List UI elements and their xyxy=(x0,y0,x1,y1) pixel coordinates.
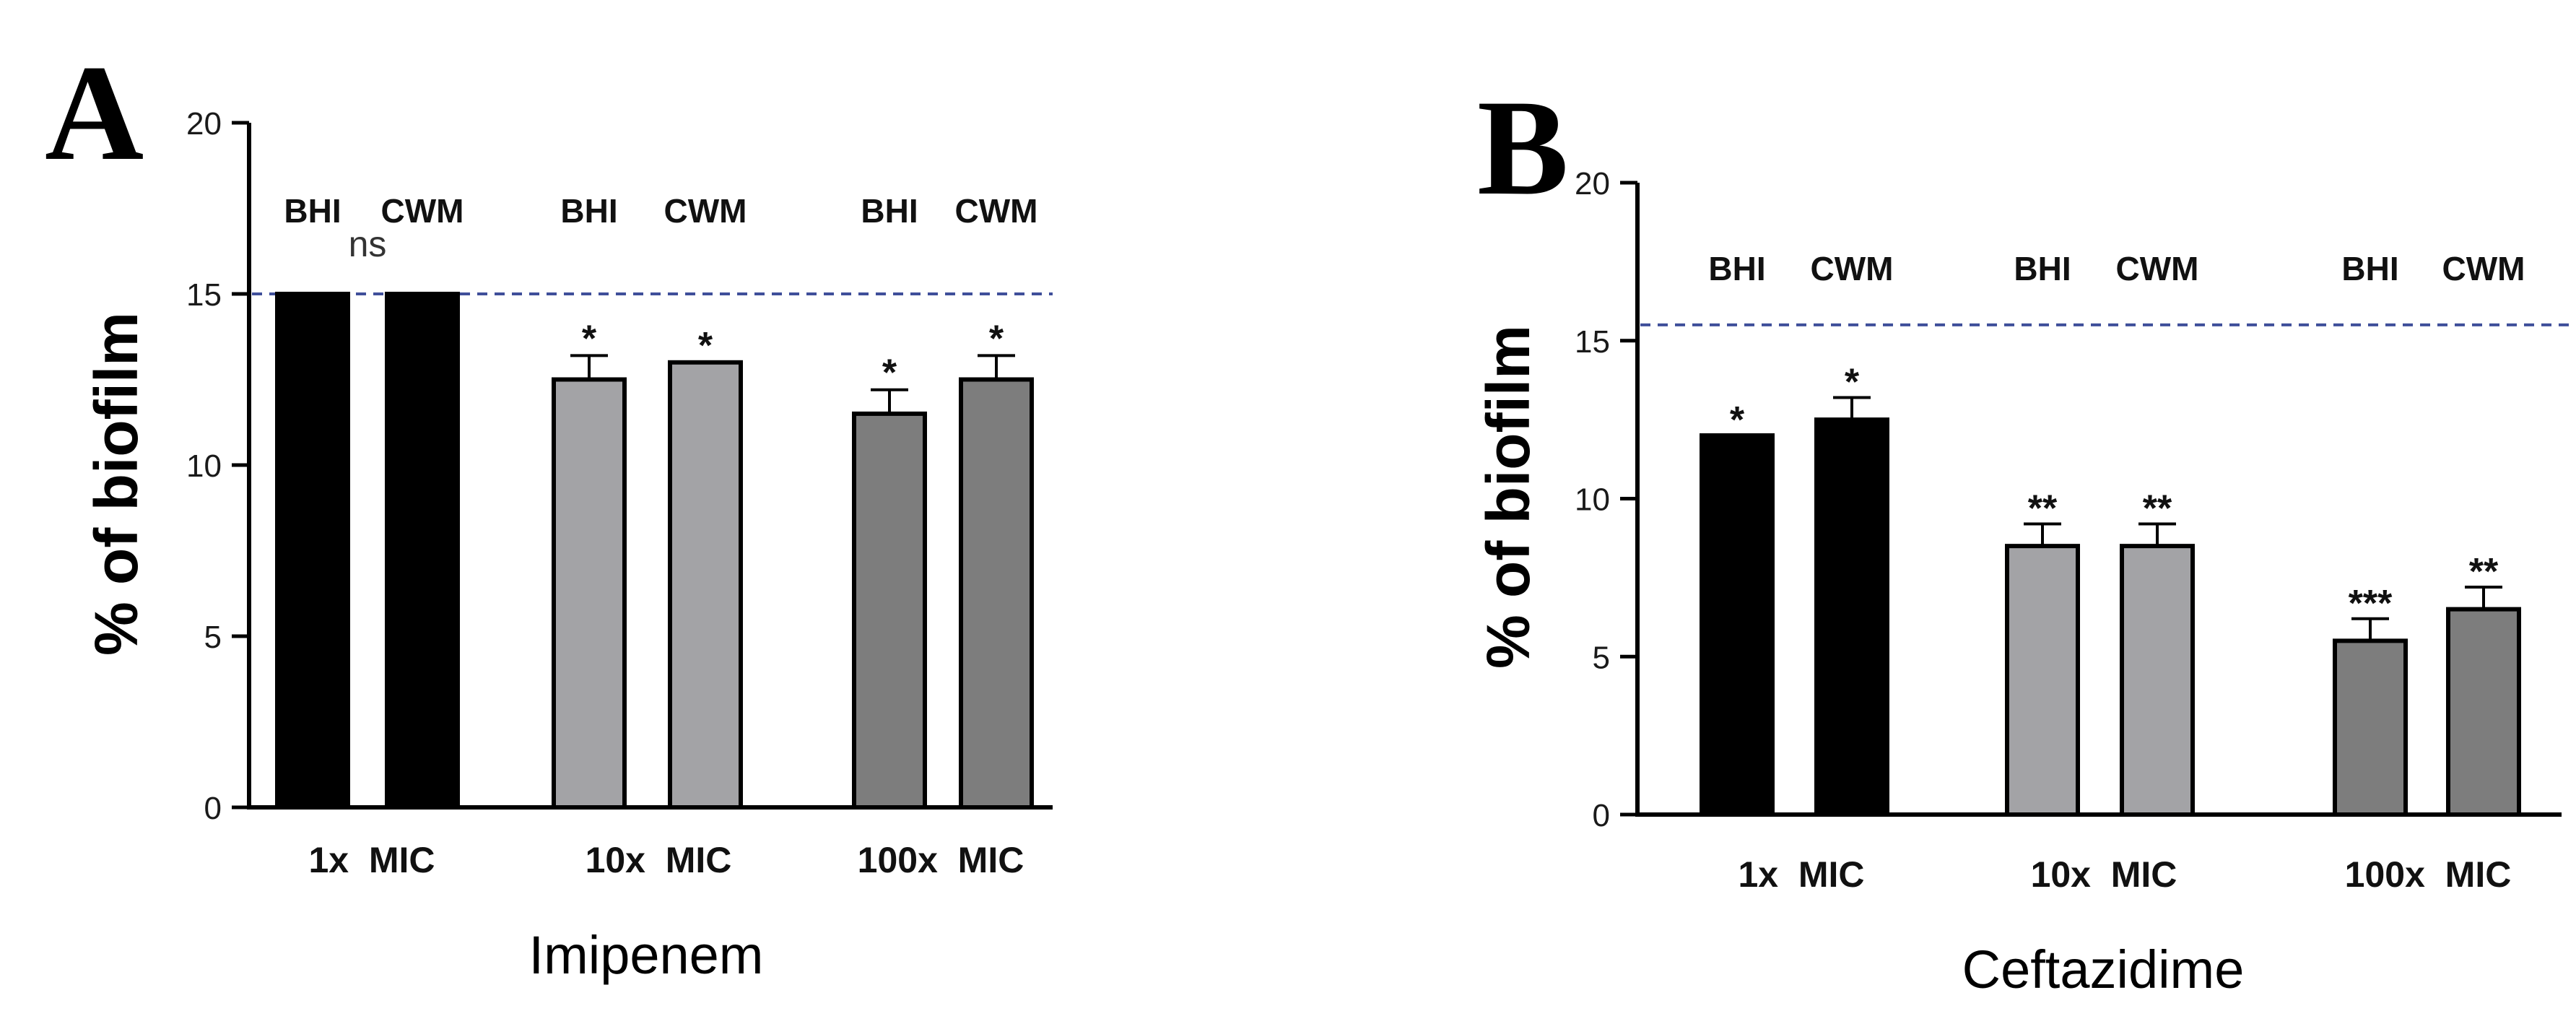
significance-marker: * xyxy=(882,352,897,394)
x-group-label: 10x MIC xyxy=(586,840,732,880)
y-tick-label: 15 xyxy=(186,277,222,313)
condition-label: CWM xyxy=(664,192,747,230)
x-axis-title: Imipenem xyxy=(529,925,764,985)
panel-letter: B xyxy=(1477,72,1569,224)
significance-marker: *** xyxy=(2349,583,2393,625)
x-group-label: 10x MIC xyxy=(2031,854,2177,895)
panel-b: B 0 5 10 15 20 % of biofilm * BHI * CWM 1x MIC ** BHI… xyxy=(1474,72,2574,999)
bar xyxy=(552,377,627,810)
y-tick-label: 5 xyxy=(1593,640,1610,675)
y-tick-label: 20 xyxy=(1575,166,1610,201)
panel-letter: A xyxy=(45,38,144,189)
y-tick-label: 5 xyxy=(204,620,222,655)
significance-marker: * xyxy=(1845,362,1860,404)
condition-label: BHI xyxy=(560,192,617,230)
bar xyxy=(2333,638,2408,817)
condition-label: BHI xyxy=(861,192,918,230)
y-tick-label: 15 xyxy=(1575,324,1610,360)
condition-label: CWM xyxy=(1811,250,1894,287)
significance-marker: ** xyxy=(2469,551,2499,593)
bar xyxy=(668,360,743,810)
bar xyxy=(385,292,460,810)
x-group-label: 100x MIC xyxy=(2345,854,2512,895)
y-tick-label: 20 xyxy=(186,106,222,142)
significance-marker: * xyxy=(582,318,597,360)
x-group-label: 1x MIC xyxy=(308,840,435,880)
x-group-label: 1x MIC xyxy=(1738,854,1864,895)
significance-marker: ** xyxy=(2143,488,2172,530)
x-group-label: 100x MIC xyxy=(858,840,1024,880)
bar xyxy=(2446,607,2521,817)
condition-label: CWM xyxy=(955,192,1038,230)
condition-label: BHI xyxy=(2014,250,2071,287)
bar xyxy=(1814,417,1889,817)
bar xyxy=(1700,433,1775,817)
condition-label: CWM xyxy=(2116,250,2199,287)
condition-label: BHI xyxy=(284,192,341,230)
bar xyxy=(2005,544,2080,817)
significance-marker: * xyxy=(989,318,1004,360)
x-axis-title: Ceftazidime xyxy=(1962,940,2245,999)
y-tick-label: 10 xyxy=(186,448,222,484)
significance-annotation: ns xyxy=(349,224,387,264)
y-tick-label: 0 xyxy=(1593,798,1610,833)
bar xyxy=(2120,544,2195,817)
bar xyxy=(852,411,927,810)
significance-marker: ** xyxy=(2028,488,2058,530)
bar xyxy=(275,292,350,810)
bar xyxy=(959,377,1034,810)
condition-label: BHI xyxy=(2341,250,2398,287)
condition-label: BHI xyxy=(1708,250,1765,287)
condition-label: CWM xyxy=(2442,250,2525,287)
y-axis-title: % of biofilm xyxy=(1474,325,1542,669)
y-tick-label: 10 xyxy=(1575,482,1610,518)
y-tick-label: 0 xyxy=(204,791,222,826)
significance-marker: * xyxy=(698,325,713,367)
significance-marker: * xyxy=(1730,399,1745,441)
y-axis-title: % of biofilm xyxy=(82,312,150,656)
condition-label: CWM xyxy=(381,192,464,230)
